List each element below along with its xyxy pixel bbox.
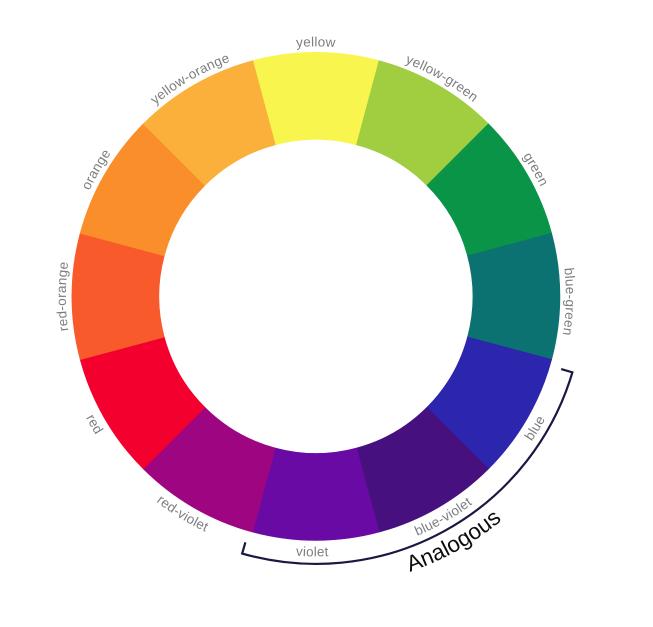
svg-text:red-orange: red-orange bbox=[54, 261, 71, 332]
svg-text:violet: violet bbox=[296, 544, 329, 560]
svg-text:blue-green: blue-green bbox=[560, 267, 578, 337]
svg-text:yellow: yellow bbox=[296, 34, 336, 50]
